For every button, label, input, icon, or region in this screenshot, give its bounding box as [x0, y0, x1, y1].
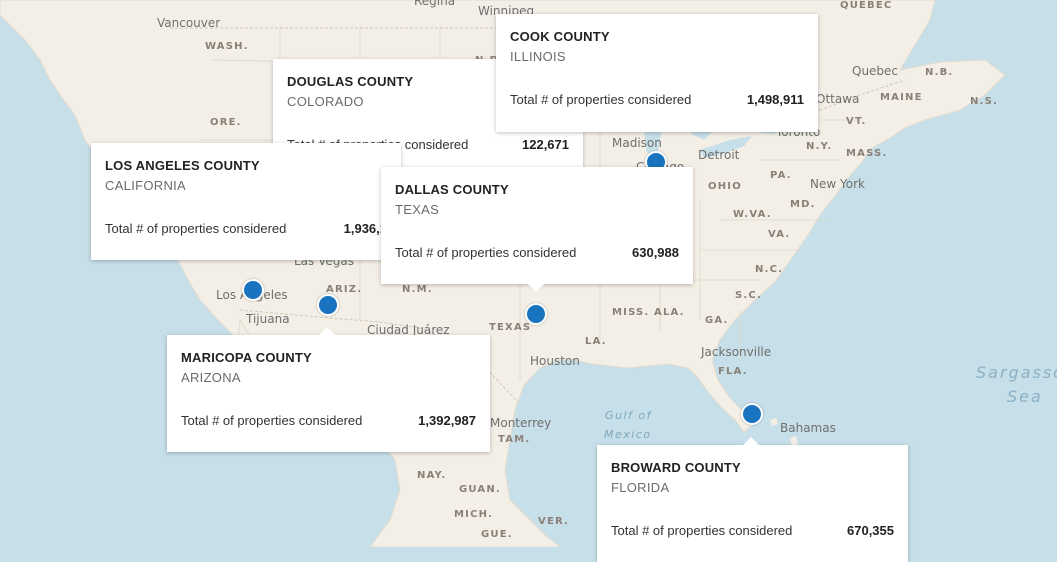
popup-pointer: [319, 327, 335, 335]
state-label: ALA.: [654, 307, 685, 318]
popup-state-name: CALIFORNIA: [105, 178, 187, 193]
popup-stat-value: 122,671: [522, 137, 569, 152]
popup-county-name: DOUGLAS COUNTY: [287, 74, 414, 89]
city-label: Vancouver: [157, 16, 221, 30]
popup-stat-label: Total # of properties considered: [510, 92, 692, 107]
state-label: MD.: [790, 199, 816, 210]
state-label: LA.: [585, 336, 607, 347]
state-label: VER.: [538, 516, 570, 527]
popup-maricopa-county[interactable]: MARICOPA COUNTY ARIZONA Total # of prope…: [167, 327, 490, 452]
popup-stat-value: 630,988: [632, 245, 679, 260]
popup-dallas-county[interactable]: DALLAS COUNTY TEXAS Total # of propertie…: [381, 167, 693, 292]
state-label: N.M.: [402, 284, 433, 295]
city-label: Jacksonville: [701, 345, 772, 359]
popup-state-name: TEXAS: [395, 202, 440, 217]
popup-broward-county[interactable]: BROWARD COUNTY FLORIDA Total # of proper…: [597, 437, 908, 562]
state-label: N.B.: [925, 67, 954, 78]
city-label: Monterrey: [490, 416, 552, 430]
city-label: Houston: [530, 354, 580, 368]
sea-label: Sea: [1007, 387, 1043, 406]
lake-erie: [700, 136, 752, 158]
popup-stat-label: Total # of properties considered: [395, 245, 577, 260]
popup-county-name: MARICOPA COUNTY: [181, 350, 312, 365]
popup-stat-label: Total # of properties considered: [611, 523, 793, 538]
city-label: Quebec: [852, 64, 899, 78]
popup-state-name: ARIZONA: [181, 370, 241, 385]
popup-state-name: FLORIDA: [611, 480, 670, 495]
popup-stat-value: 1,936,1: [343, 221, 387, 236]
state-label: OHIO: [708, 181, 742, 192]
state-label: PA.: [770, 170, 792, 181]
popup-stat-value: 1,498,911: [746, 92, 804, 107]
popup-county-name: DALLAS COUNTY: [395, 182, 509, 197]
land-bahamas: [770, 418, 798, 446]
state-label: TEXAS: [489, 322, 532, 333]
state-label: N.C.: [755, 264, 784, 275]
state-label: FLA.: [718, 366, 748, 377]
city-label: Ottawa: [816, 92, 860, 106]
state-label: MASS.: [846, 148, 888, 159]
popup-stat-row: Total # of properties considered 1,936,1: [105, 221, 387, 236]
city-label: Tijuana: [246, 312, 290, 326]
popup-stat-row: Total # of properties considered 670,355: [611, 523, 894, 538]
popup-stat-value: 670,355: [847, 523, 894, 538]
state-label: S.C.: [735, 290, 762, 301]
city-label: Regina: [414, 0, 456, 8]
state-label: TAM.: [498, 434, 531, 445]
map-marker-los-angeles[interactable]: [242, 279, 264, 301]
popup-stat-label: Total # of properties considered: [181, 413, 363, 428]
border-us-mexico: [239, 309, 519, 403]
state-label: GUAN.: [459, 484, 501, 495]
city-label: Ciudad Juárez: [367, 323, 450, 337]
popup-county-name: LOS ANGELES COUNTY: [105, 158, 260, 173]
sea-label: Sargasso: [976, 363, 1057, 382]
state-label: GUE.: [481, 529, 513, 540]
popup-stat-label: Total # of properties considered: [105, 221, 287, 236]
state-label: MISS.: [612, 307, 650, 318]
state-label: GA.: [705, 315, 729, 326]
popup-pointer: [528, 284, 544, 292]
state-label: WASH.: [205, 41, 249, 52]
state-label: MAINE: [880, 92, 923, 103]
state-label: N.S.: [970, 96, 998, 107]
city-label: Madison: [612, 136, 662, 150]
state-label: VT.: [846, 116, 867, 127]
popup-stat-row: Total # of properties considered 1,392,9…: [181, 413, 476, 428]
map-marker-dallas[interactable]: [525, 303, 547, 325]
popup-pointer: [743, 437, 759, 445]
state-label: VA.: [768, 229, 791, 240]
state-label: W.VA.: [733, 209, 772, 220]
water-label: Mexico: [604, 428, 652, 441]
city-label: New York: [810, 177, 865, 191]
state-label: MICH.: [454, 509, 494, 520]
city-label: Bahamas: [780, 421, 836, 435]
city-label: Detroit: [698, 148, 740, 162]
map-marker-broward[interactable]: [741, 403, 763, 425]
map-marker-maricopa[interactable]: [317, 294, 339, 316]
popup-stat-value: 1,392,987: [418, 413, 476, 428]
popup-county-name: COOK COUNTY: [510, 29, 610, 44]
state-label: N.Y.: [806, 141, 833, 152]
popup-stat-row: Total # of properties considered 1,498,9…: [510, 92, 804, 107]
popup-cook-county[interactable]: COOK COUNTY ILLINOIS Total # of properti…: [496, 14, 818, 132]
popup-stat-row: Total # of properties considered 630,988: [395, 245, 679, 260]
state-label: ORE.: [210, 117, 242, 128]
state-label: QUEBEC: [840, 0, 893, 11]
popup-los-angeles-county[interactable]: LOS ANGELES COUNTY CALIFORNIA Total # of…: [91, 143, 401, 260]
state-label: NAY.: [417, 470, 447, 481]
popup-state-name: ILLINOIS: [510, 49, 566, 64]
water-label: Gulf of: [605, 409, 653, 422]
state-label: ARIZ.: [326, 284, 363, 295]
popup-county-name: BROWARD COUNTY: [611, 460, 741, 475]
popup-state-name: COLORADO: [287, 94, 364, 109]
